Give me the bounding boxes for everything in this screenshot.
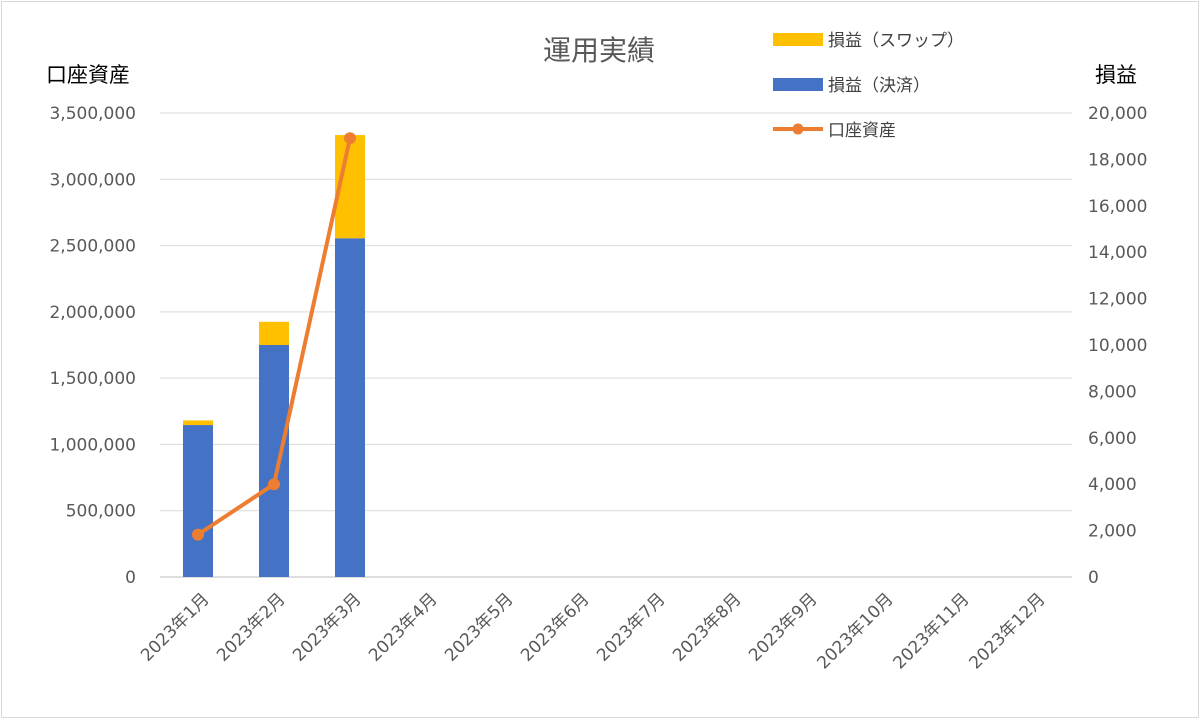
x-tick-label: 2023年3月 [289, 589, 365, 665]
legend-settled-label: 損益（決済） [828, 76, 930, 96]
x-tick-label: 2023年7月 [593, 589, 669, 665]
left-tick-label: 2,000,000 [49, 303, 136, 323]
right-tick-label: 10,000 [1088, 336, 1147, 356]
bars [183, 135, 365, 577]
x-tick-label: 2023年12月 [965, 589, 1049, 673]
x-tick-label: 2023年8月 [669, 589, 745, 665]
right-tick-label: 6,000 [1088, 429, 1137, 449]
legend-swap-label: 損益（スワップ） [828, 31, 964, 51]
x-tick-label: 2023年2月 [213, 589, 289, 665]
right-axis-title: 損益 [1095, 63, 1137, 87]
legend-swap-swatch [773, 33, 823, 46]
x-tick-label: 2023年6月 [517, 589, 593, 665]
x-tick-label: 2023年5月 [441, 589, 517, 665]
right-tick-label: 14,000 [1088, 243, 1147, 263]
legend: 損益（スワップ） 損益（決済） 口座資産 [773, 31, 964, 141]
legend-assets-marker [792, 123, 804, 135]
legend-assets-label: 口座資産 [828, 121, 896, 141]
right-tick-label: 16,000 [1088, 197, 1147, 217]
right-tick-label: 8,000 [1088, 382, 1137, 402]
right-tick-label: 12,000 [1088, 290, 1147, 310]
x-tick-label: 2023年10月 [813, 589, 897, 673]
right-tick-label: 18,000 [1088, 150, 1147, 170]
right-tick-label: 2,000 [1088, 522, 1137, 542]
line-point [344, 132, 356, 145]
x-tick-label: 2023年11月 [889, 589, 973, 673]
line-series [192, 132, 356, 541]
gridlines [160, 112, 1072, 578]
right-tick-label: 20,000 [1088, 104, 1147, 124]
left-tick-label: 3,000,000 [49, 170, 136, 190]
x-tick-label: 2023年9月 [745, 589, 821, 665]
line-point [268, 478, 280, 491]
left-axis-title: 口座資産 [46, 63, 130, 87]
left-tick-label: 3,500,000 [49, 104, 136, 124]
left-tick-label: 1,000,000 [49, 435, 136, 455]
chart-title: 運用実績 [543, 34, 655, 67]
x-axis-ticks: 2023年1月 2023年2月 2023年3月 2023年4月 2023年5月 2023年… [137, 589, 1049, 673]
left-tick-label: 1,500,000 [49, 369, 136, 389]
bar-segment [335, 238, 365, 577]
right-axis-ticks: 0 2,000 4,000 6,000 8,000 10,000 12,000 14,000 1… [1088, 104, 1147, 588]
bar-segment [183, 420, 213, 426]
left-tick-label: 2,500,000 [49, 237, 136, 257]
bar-segment [183, 425, 213, 577]
right-tick-label: 0 [1088, 568, 1099, 588]
left-axis-ticks: 0 500,000 1,000,000 1,500,000 2,000,000 2,500… [49, 104, 136, 588]
line-point [192, 528, 204, 541]
x-tick-label: 2023年4月 [365, 589, 441, 665]
left-tick-label: 0 [125, 568, 136, 588]
right-tick-label: 4,000 [1088, 475, 1137, 495]
legend-settled-swatch [773, 78, 823, 91]
x-tick-label: 2023年1月 [137, 589, 213, 665]
bar-segment [259, 321, 289, 345]
left-tick-label: 500,000 [66, 502, 136, 522]
bar-segment [259, 345, 289, 577]
